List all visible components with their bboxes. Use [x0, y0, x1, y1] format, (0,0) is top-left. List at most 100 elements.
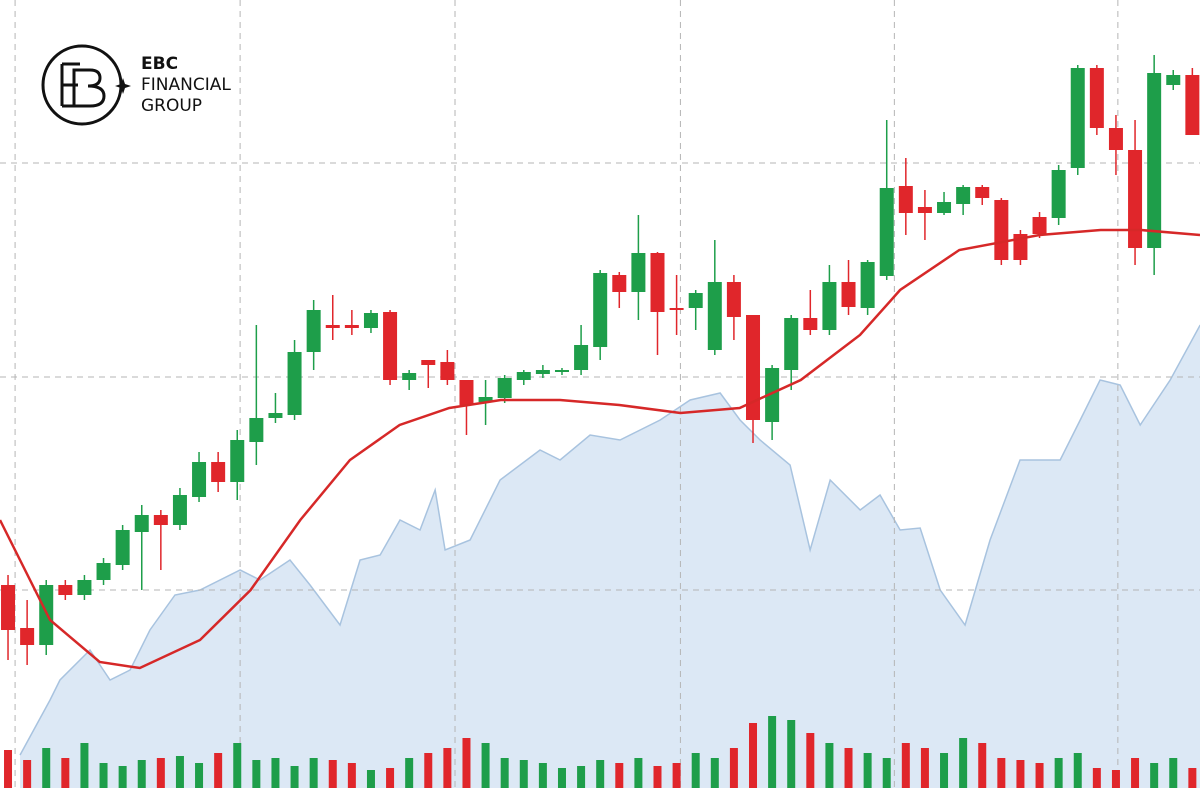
volume-bar — [710, 758, 719, 788]
candle-body — [784, 318, 799, 370]
candle-body — [726, 282, 741, 317]
candle-body — [650, 253, 665, 312]
volume-bar — [328, 760, 337, 788]
candle-body — [975, 187, 990, 198]
volume-bar — [500, 758, 509, 788]
candle-body — [803, 318, 818, 330]
volume-bar — [309, 758, 318, 788]
candle-body — [554, 370, 569, 372]
candle-body — [937, 202, 952, 213]
volume-bar — [252, 760, 261, 788]
candle-body — [497, 378, 512, 398]
volume-bar — [691, 753, 700, 788]
candle-body — [77, 580, 92, 595]
volume-bar — [787, 720, 796, 788]
candle-body — [879, 188, 894, 276]
volume-bar — [1073, 753, 1082, 788]
volume-bar — [1054, 758, 1063, 788]
candle-body — [287, 352, 302, 415]
volume-bar — [42, 748, 51, 788]
logo-text: FINANCIAL — [141, 75, 231, 95]
volume-bar — [806, 733, 815, 788]
logo-ring — [41, 44, 123, 126]
candle-body — [192, 462, 207, 497]
volume-bar — [1035, 763, 1044, 788]
volume-bar — [1150, 763, 1159, 788]
candle-body — [440, 362, 455, 380]
volume-bar — [481, 743, 490, 788]
logo-text: GROUP — [141, 96, 202, 116]
candle-body — [994, 200, 1009, 260]
candle-body — [96, 563, 111, 580]
candle-body — [516, 372, 531, 380]
volume-bar — [156, 758, 165, 788]
candle-body — [1070, 68, 1085, 168]
area — [20, 325, 1200, 788]
volume-bar — [347, 763, 356, 788]
candle-body — [153, 515, 168, 525]
logo-sparkle — [115, 78, 131, 94]
candle-body — [1185, 75, 1200, 135]
candle-body — [688, 293, 703, 308]
volume-bar — [405, 758, 414, 788]
volume-bar — [443, 748, 452, 788]
volume-bar — [386, 768, 395, 788]
volume-bar — [290, 766, 299, 788]
volume-bar — [729, 748, 738, 788]
volume-bar — [1169, 758, 1178, 788]
volume-bar — [462, 738, 471, 788]
volume-bar — [920, 748, 929, 788]
candle-body — [535, 370, 550, 374]
candle-body — [593, 273, 608, 347]
volume-bar — [195, 763, 204, 788]
volume-bar — [1131, 758, 1140, 788]
candle-body — [574, 345, 589, 370]
candle-body — [325, 325, 340, 328]
volume-bar — [844, 748, 853, 788]
volume-bar — [1092, 768, 1101, 788]
volume-bar — [519, 760, 528, 788]
candle-body — [765, 368, 780, 422]
volume-bar — [825, 743, 834, 788]
volume-bar — [577, 766, 586, 788]
volume-bar — [901, 743, 910, 788]
volume-bar — [672, 763, 681, 788]
candle-body — [268, 413, 283, 418]
candle-body — [631, 253, 646, 292]
volume-bar — [80, 743, 89, 788]
volume-bar — [4, 750, 13, 788]
volume-bar — [749, 723, 758, 788]
volume-bar — [137, 760, 146, 788]
volume-bar — [653, 766, 662, 788]
volume-bar — [997, 758, 1006, 788]
volume-bar — [768, 716, 777, 788]
candle-body — [459, 380, 474, 405]
volume-bar — [596, 760, 605, 788]
volume-bar — [634, 758, 643, 788]
candle-body — [172, 495, 187, 525]
candle-body — [860, 262, 875, 308]
volume-bar — [882, 758, 891, 788]
candle-body — [822, 282, 837, 330]
volume-bar — [1111, 770, 1120, 788]
candle-body — [211, 462, 226, 482]
candle-body — [363, 313, 378, 328]
candle-body — [383, 312, 398, 380]
candle-body — [1166, 75, 1181, 85]
candle-body — [134, 515, 149, 532]
candle-body — [344, 325, 359, 328]
volume-bar — [615, 763, 624, 788]
volume-bar — [557, 768, 566, 788]
candle-body — [1032, 217, 1047, 234]
volume-bar — [23, 760, 32, 788]
candle-body — [402, 373, 417, 380]
volume-bar — [175, 756, 184, 788]
candle-body — [230, 440, 245, 482]
candle-body — [58, 585, 73, 595]
volume-bar — [1188, 768, 1197, 788]
candle-body — [20, 628, 35, 645]
candle-body — [917, 207, 932, 213]
candle-body — [841, 282, 856, 307]
